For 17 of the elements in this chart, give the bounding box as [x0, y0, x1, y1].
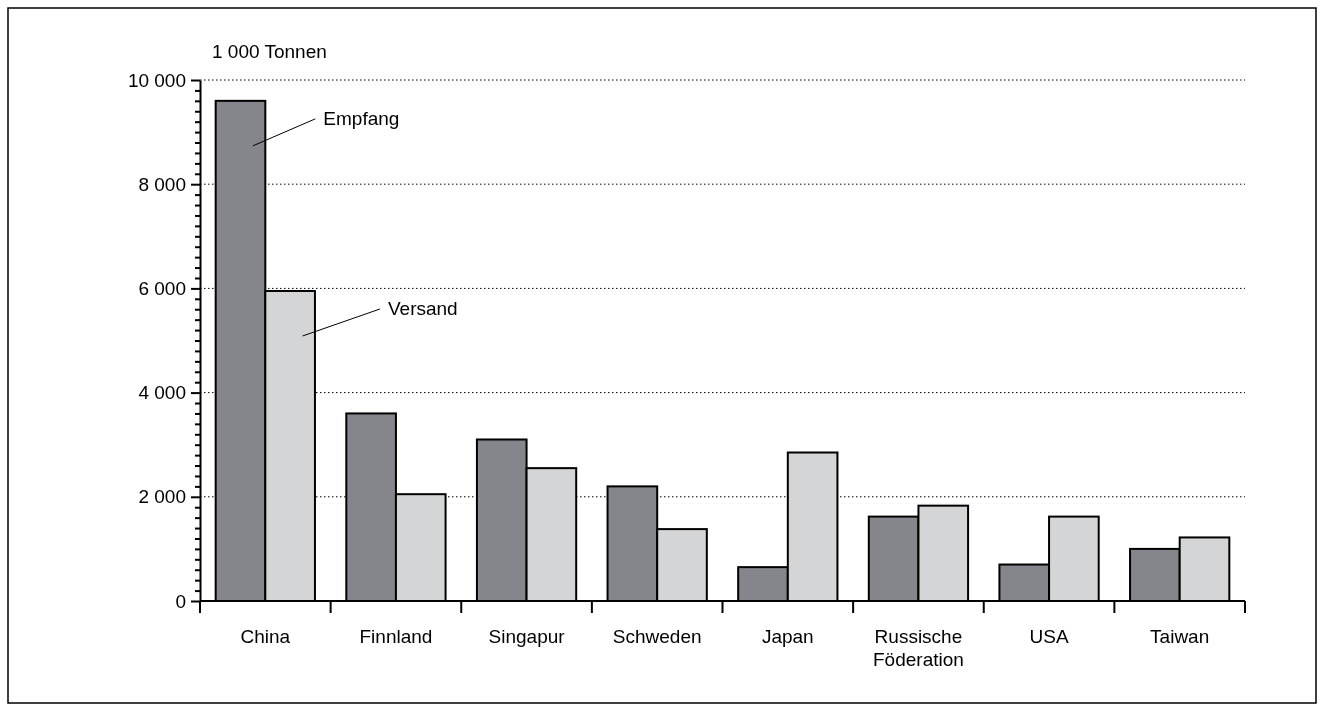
- x-tick-label: USA: [1029, 626, 1069, 647]
- x-tick-label: Finnland: [359, 626, 433, 647]
- x-tick-label: Schweden: [612, 626, 702, 647]
- text: Versand: [387, 298, 458, 320]
- x-tick-label: Taiwan: [1150, 626, 1210, 647]
- x-tick-label: Russische Föderation: [873, 626, 964, 670]
- text: Empfang: [323, 107, 400, 129]
- y-tick-label: 4 000: [138, 382, 186, 404]
- x-tick-label: China: [240, 626, 291, 647]
- x-tick-label: Japan: [761, 626, 814, 647]
- y-axis-title: 1 000 Tonnen: [212, 41, 327, 62]
- y-tick-label: 8 000: [138, 173, 186, 195]
- x-tick-label: Singapur: [488, 626, 566, 647]
- y-tick-label: 6 000: [138, 277, 186, 299]
- y-tick-label: 2 000: [138, 486, 186, 508]
- y-tick-label: 10 000: [127, 69, 186, 91]
- y-tick-label: 0: [175, 590, 186, 612]
